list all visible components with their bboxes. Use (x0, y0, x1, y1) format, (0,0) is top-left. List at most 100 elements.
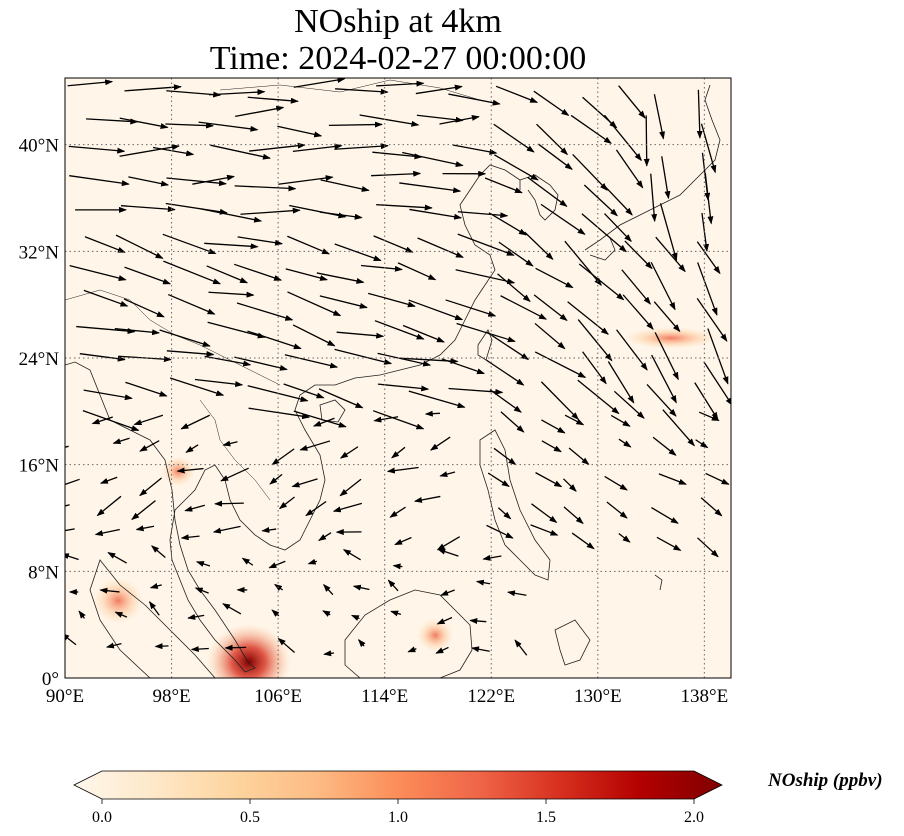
lon-tick-label: 130°E (574, 686, 622, 707)
wind-arrow (564, 414, 585, 426)
lon-tick-label: 90°E (46, 686, 84, 707)
wind-arrow (607, 361, 635, 404)
wind-arrow (323, 583, 334, 596)
wind-arrow (180, 414, 210, 430)
lon-tick-label: 114°E (361, 686, 408, 707)
wind-arrow (524, 231, 554, 260)
wind-arrow (277, 637, 295, 654)
wind-arrow (237, 236, 283, 246)
wind-arrow (604, 213, 632, 242)
wind-arrow (82, 410, 140, 431)
wind-arrow (168, 293, 216, 315)
colorbar-tick-label: 1.5 (536, 809, 556, 826)
wind-arrow (204, 355, 252, 367)
wind-arrow (339, 446, 359, 459)
lat-tick-label: 8°N (28, 562, 59, 583)
wind-arrow (292, 143, 343, 153)
wind-arrow (65, 528, 75, 532)
wind-arrow (214, 500, 244, 507)
wind-arrow (535, 472, 563, 488)
wind-arrow (162, 233, 217, 255)
lat-tick-label: 16°N (19, 456, 60, 477)
colorbar-tick-label: 1.0 (388, 809, 408, 826)
wind-arrow (577, 319, 613, 362)
wind-arrow (534, 322, 566, 350)
wind-arrow (247, 330, 302, 350)
wind-arrow (65, 553, 79, 561)
wind-arrow (417, 237, 464, 258)
wind-arrow (76, 325, 136, 335)
wind-arrow (190, 646, 209, 653)
wind-arrow (457, 233, 515, 256)
wind-arrow (704, 173, 714, 225)
wind-arrow (112, 437, 130, 445)
wind-arrow (94, 528, 120, 537)
wind-arrow (533, 294, 568, 321)
wind-arrow (212, 525, 241, 534)
wind-arrow (540, 381, 580, 421)
wind-arrow (500, 295, 547, 320)
wind-arrow (307, 558, 318, 565)
wind-arrow (248, 407, 311, 420)
wind-arrow (570, 114, 612, 144)
wind-arrow (115, 234, 164, 259)
wind-arrow (615, 149, 644, 189)
wind-arrow (537, 143, 573, 170)
wind-arrow (124, 266, 172, 285)
wind-arrow (415, 84, 463, 95)
wind-arrow (624, 240, 653, 270)
wind-arrow (241, 557, 254, 566)
colorbar: 0.0 0.5 1.0 1.5 2.0 (73, 770, 723, 826)
wind-arrow (651, 354, 677, 404)
wind-arrow (430, 436, 451, 451)
colorbar-tick-label: 0.0 (92, 809, 112, 826)
wind-arrow (334, 143, 389, 150)
wind-arrow (700, 123, 717, 174)
wind-arrow (653, 94, 665, 140)
lat-tick-label: 24°N (19, 349, 60, 370)
wind-arrow (107, 552, 127, 564)
hotspot (93, 578, 144, 624)
wind-arrow (445, 299, 497, 317)
wind-arrow (541, 419, 566, 434)
wind-arrow (659, 203, 678, 261)
wind-arrow (488, 212, 527, 236)
wind-arrow (334, 243, 382, 262)
wind-arrow (65, 633, 77, 646)
wind-arrow (184, 504, 205, 512)
wind-arrow (650, 261, 676, 311)
wind-arrow (694, 382, 719, 421)
wind-arrow (407, 646, 417, 653)
colorbar-tick-label: 2.0 (684, 809, 704, 826)
wind-arrow (371, 170, 422, 177)
wind-arrow (139, 477, 162, 497)
wind-arrow (703, 361, 731, 406)
wind-arrow (661, 156, 671, 200)
wind-arrow (408, 299, 464, 321)
wind-arrow (334, 348, 393, 365)
wind-arrow (210, 144, 271, 160)
wind-arrow (105, 642, 122, 649)
wind-arrow (224, 644, 247, 651)
wind-arrow (84, 236, 126, 253)
wind-arrow (192, 174, 235, 185)
wind-arrow (118, 355, 172, 363)
wind-arrow (469, 618, 487, 624)
wind-arrow (261, 527, 277, 533)
wind-arrow (114, 611, 128, 618)
wind-arrow (240, 207, 301, 215)
wind-arrow (374, 320, 425, 340)
wind-arrow (662, 409, 695, 447)
wind-arrow (377, 383, 430, 392)
wind-arrow (408, 390, 466, 409)
wind-arrow (402, 324, 445, 343)
wind-arrow (391, 446, 406, 459)
wind-arrow (149, 583, 162, 589)
wind-arrow (489, 389, 522, 413)
wind-arrow (154, 643, 169, 650)
wind-arrow (500, 411, 525, 433)
wind-arrow (328, 121, 383, 128)
wind-arrow (206, 265, 249, 284)
wind-arrow (653, 301, 681, 333)
wind-arrow (332, 502, 363, 513)
